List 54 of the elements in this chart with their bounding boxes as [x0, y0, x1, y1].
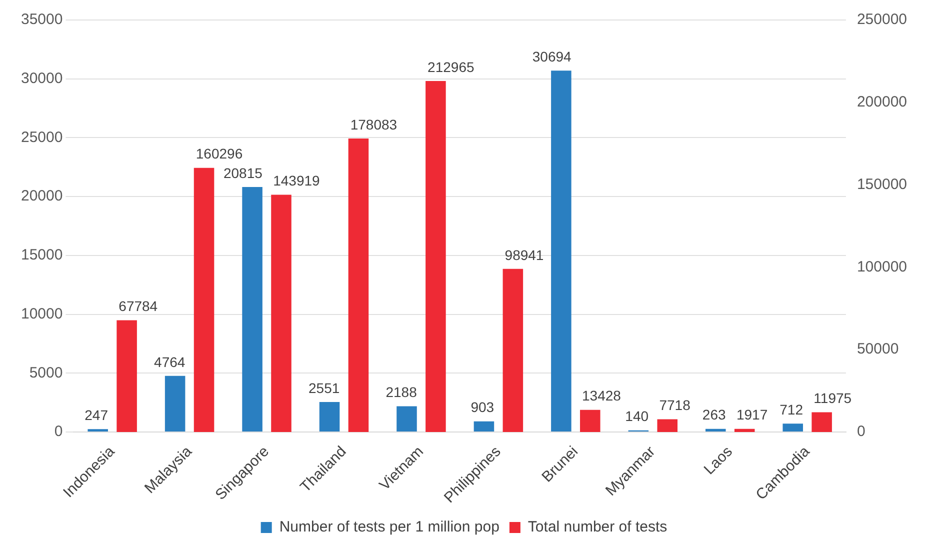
- data-label: 140: [625, 408, 649, 424]
- data-label: 2188: [386, 384, 418, 400]
- y-tick-label: 25000: [20, 128, 63, 146]
- y2-tick-label: 0: [856, 423, 866, 440]
- bar: [426, 81, 446, 432]
- data-label: 67784: [118, 298, 158, 314]
- y-tick-label: 30000: [20, 70, 63, 87]
- bar: [396, 406, 417, 432]
- data-label: 178083: [350, 116, 398, 132]
- bar: [551, 70, 572, 432]
- y-tick-label: 5000: [29, 364, 63, 382]
- y2-tick-label: 250000: [856, 11, 908, 28]
- data-label: 30694: [532, 48, 572, 65]
- legend-label: Total number of tests: [528, 518, 668, 536]
- bar: [164, 376, 186, 432]
- bar: [348, 138, 369, 432]
- data-label: 11975: [814, 390, 852, 406]
- data-label: 7718: [659, 397, 691, 414]
- data-label: 20815: [223, 164, 263, 181]
- data-label: 903: [470, 399, 494, 416]
- data-label: 247: [84, 406, 108, 423]
- y-tick-label: 15000: [20, 246, 63, 264]
- y2-tick-label: 200000: [856, 94, 908, 111]
- y-tick-label: 0: [54, 423, 63, 440]
- bar: [271, 194, 292, 432]
- legend-label: Number of tests per 1 million pop: [279, 518, 500, 536]
- bar: [194, 168, 214, 432]
- y2-tick-label: 50000: [856, 340, 899, 358]
- bar: [734, 428, 755, 432]
- data-label: 160296: [196, 146, 243, 162]
- data-label: 2551: [308, 380, 340, 396]
- data-label: 212965: [428, 58, 474, 75]
- data-label: 98941: [504, 246, 544, 263]
- bar: [116, 320, 137, 432]
- bar: [502, 268, 524, 432]
- bar: [580, 410, 600, 432]
- bar: [657, 419, 678, 432]
- bar: [242, 186, 262, 432]
- bar: [319, 402, 340, 432]
- y2-tick-label: 100000: [856, 258, 908, 276]
- data-label: 143919: [273, 172, 320, 189]
- y-tick-label: 35000: [20, 11, 63, 28]
- y-tick-label: 20000: [20, 188, 63, 205]
- data-label: 4764: [154, 354, 186, 370]
- data-label: 263: [702, 406, 726, 423]
- y2-tick-label: 150000: [856, 176, 908, 193]
- bar: [705, 428, 726, 432]
- data-label: 1917: [736, 406, 768, 423]
- y-tick-label: 10000: [20, 305, 63, 322]
- bar: [474, 421, 494, 432]
- bar: [812, 412, 832, 432]
- data-label: 712: [780, 401, 804, 418]
- bar: [782, 424, 803, 432]
- data-label: 13428: [582, 388, 622, 404]
